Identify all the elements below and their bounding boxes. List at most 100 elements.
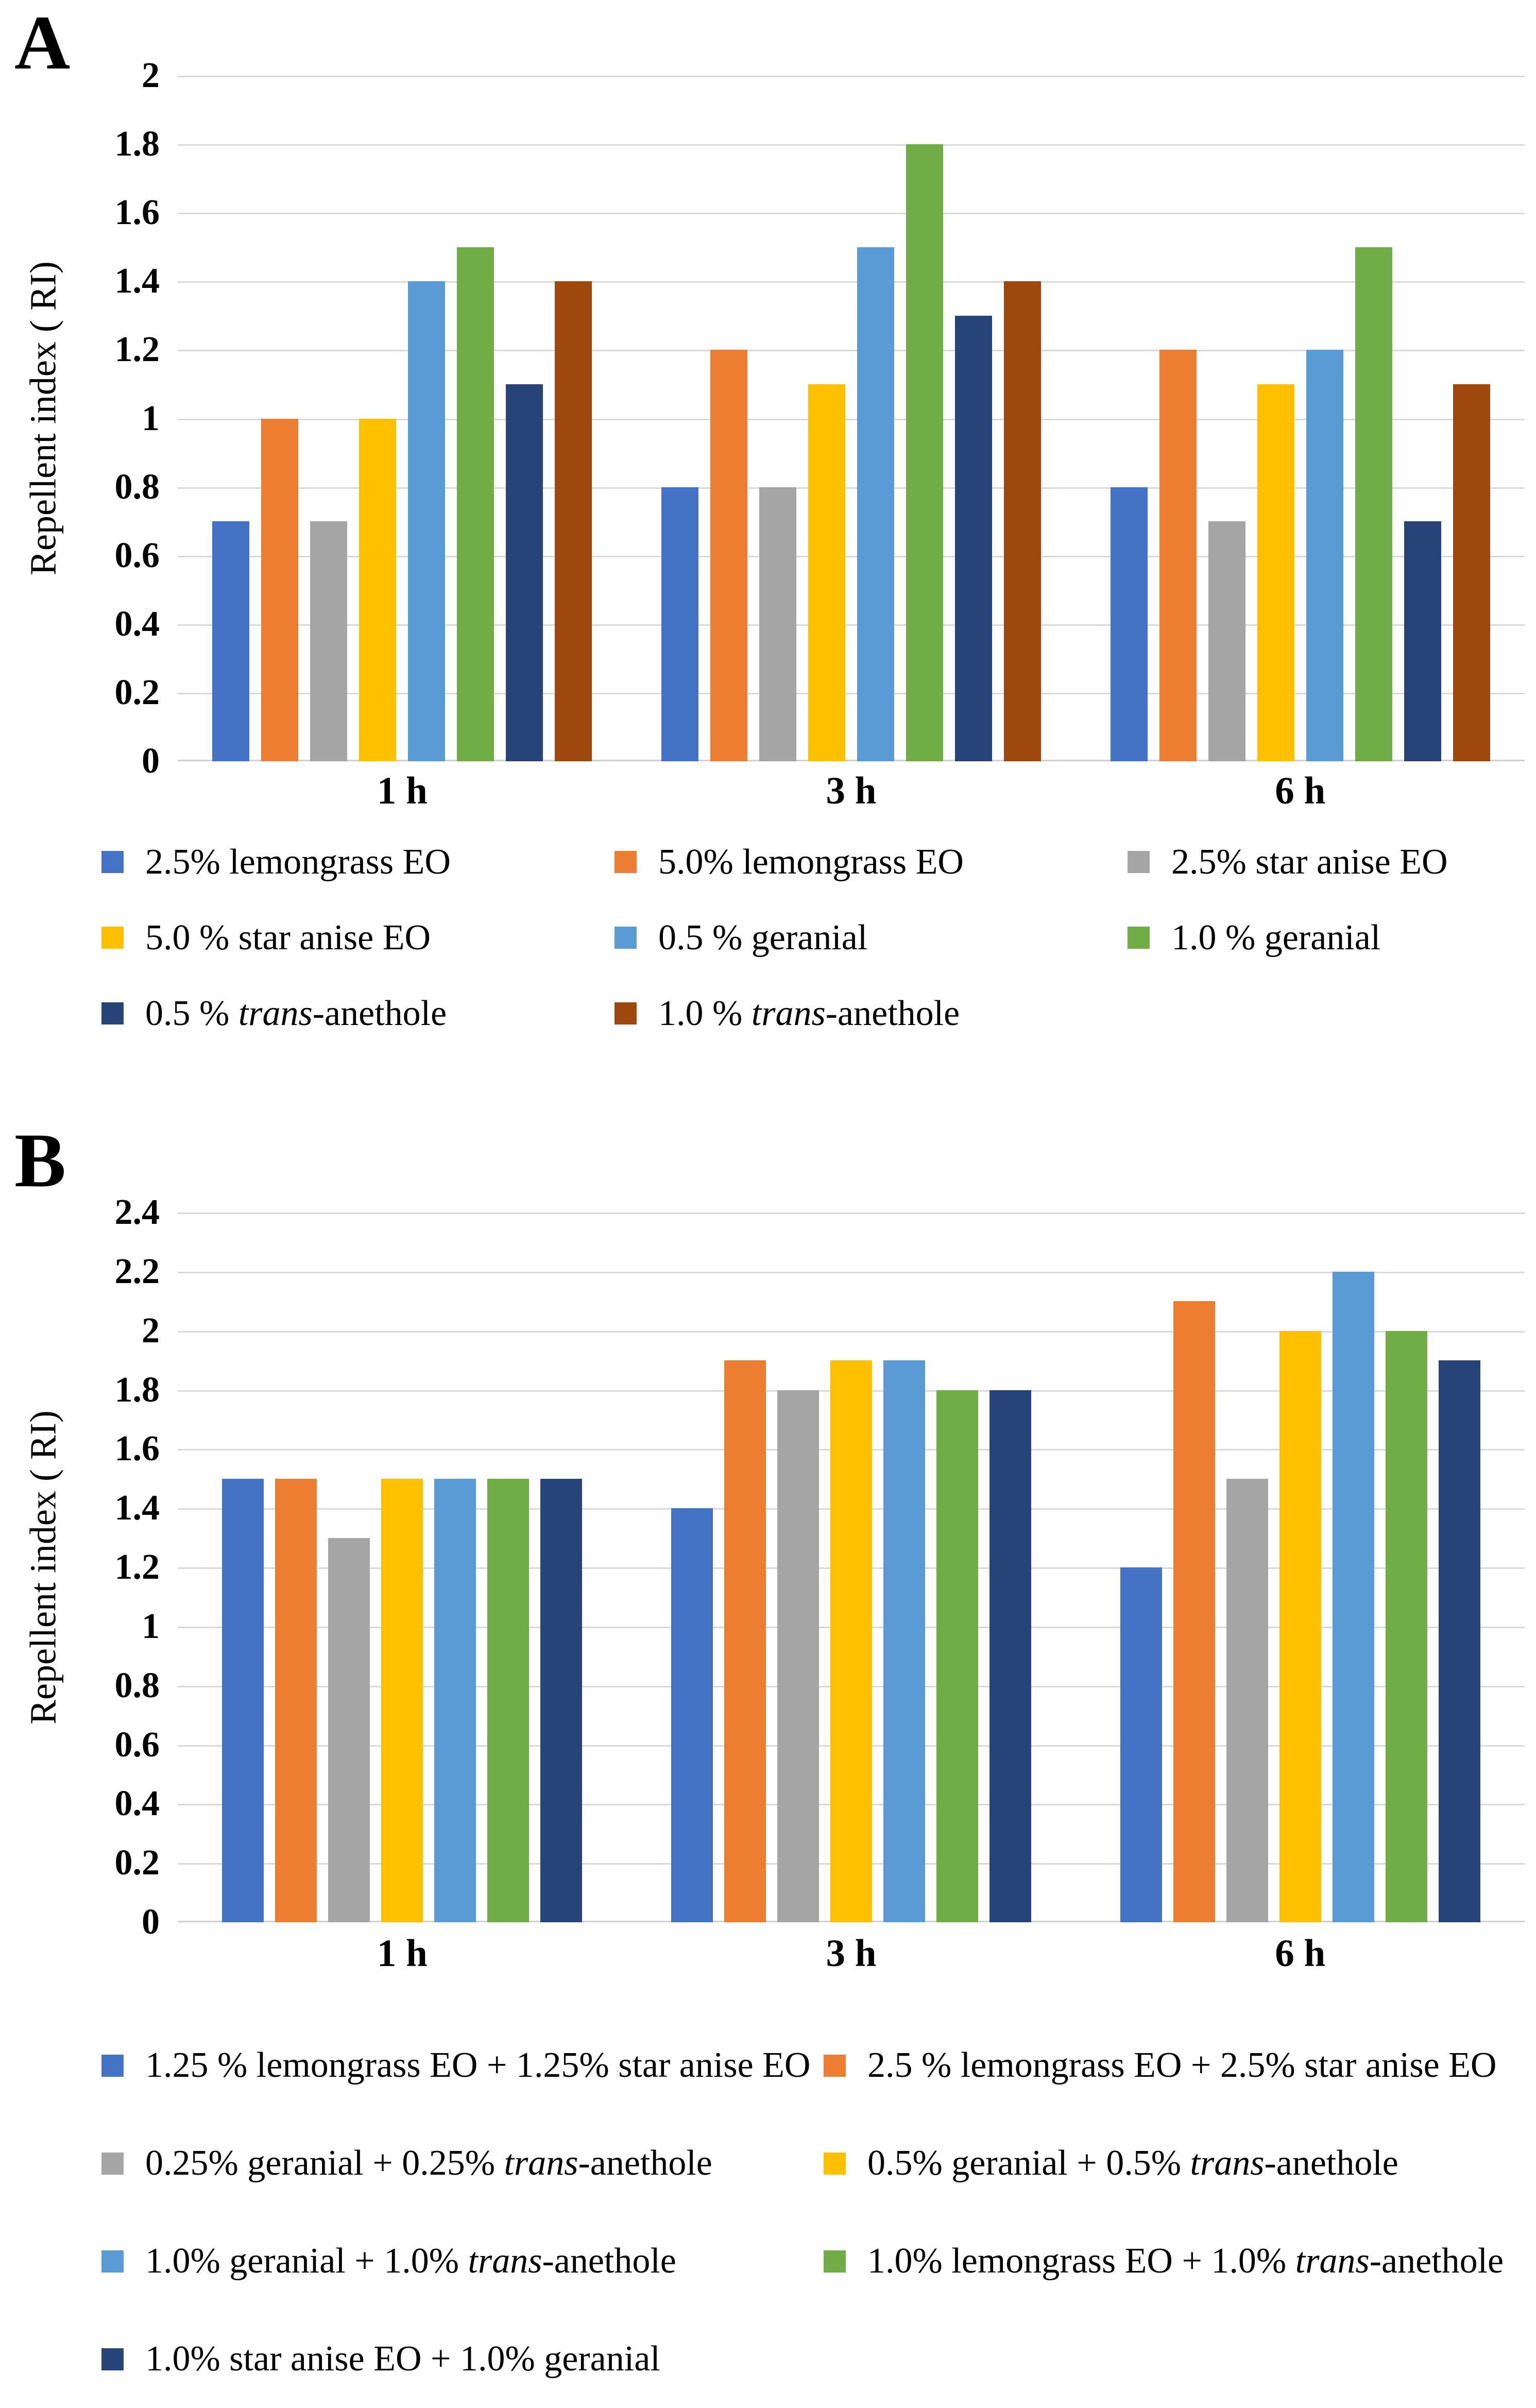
bar (936, 1390, 978, 1922)
legend: 1.25 % lemongrass EO + 1.25% star anise … (101, 2017, 1504, 2408)
legend-label: 2.5 % lemongrass EO + 2.5% star anise EO (867, 2047, 1496, 2083)
legend-color-swatch-icon (101, 2054, 124, 2077)
y-tick-label: 0.2 (114, 1843, 160, 1883)
bar-group-1h (178, 76, 627, 761)
legend-color-swatch-icon (101, 2250, 124, 2273)
legend-label: 5.0% lemongrass EO (658, 844, 964, 880)
legend-label-segment: 5.0 % star anise EO (145, 917, 431, 958)
bar (808, 384, 845, 761)
legend-color-swatch-icon (615, 927, 637, 949)
legend-label: 0.5% geranial + 0.5% trans-anethole (867, 2145, 1398, 2181)
y-axis-ticks: 2 1.8 1.6 1.4 1.2 1 0.8 0.6 0.4 0.2 0 (0, 58, 160, 779)
y-tick-label: 1.8 (114, 124, 160, 164)
legend-label: 1.0 % trans-anethole (658, 993, 960, 1033)
legend-label-segment: 0.5 % (145, 993, 238, 1033)
legend-label: 1.0% star anise EO + 1.0% geranial (145, 2341, 660, 2377)
bar (661, 487, 698, 761)
legend-item: 1.0% lemongrass EO + 1.0% trans-anethole (824, 2212, 1504, 2310)
y-tick-label: 0.4 (114, 1784, 160, 1824)
y-tick-label: 1.6 (114, 193, 160, 233)
panel-b-label: B (14, 1118, 66, 1203)
gridline (178, 350, 1525, 352)
legend-label-segment: 0.25% geranial + 0.25% (145, 2143, 504, 2183)
legend-label: 2.5% star anise EO (1171, 844, 1448, 880)
bar (1306, 350, 1343, 761)
y-tick-label: 1.8 (114, 1370, 160, 1410)
legend-color-swatch-icon (1128, 927, 1150, 949)
y-tick-label: 0.6 (114, 1724, 160, 1765)
y-tick-label: 2 (142, 1310, 160, 1351)
bar (1257, 384, 1294, 761)
legend-label-segment: 5.0% lemongrass EO (658, 842, 964, 882)
legend-item: 5.0 % star anise EO (101, 900, 615, 976)
gridline (178, 487, 1525, 489)
x-tick-label: 1 h (377, 770, 428, 812)
gridline (178, 1330, 1525, 1333)
bar (487, 1478, 530, 1922)
bar-group-3h (627, 76, 1076, 761)
y-tick-label: 1.6 (114, 1429, 160, 1469)
bar (724, 1360, 766, 1922)
y-tick-label: 2 (142, 56, 160, 95)
legend-label-italic-segment: trans (468, 2241, 542, 2281)
x-tick-label: 3 h (826, 1932, 877, 1975)
legend-item: 1.0 % geranial (1128, 900, 1448, 976)
bar (457, 247, 494, 761)
legend-item: 0.25% geranial + 0.25% trans-anethole (101, 2114, 824, 2212)
x-tick-label: 3 h (826, 770, 877, 812)
legend-color-swatch-icon (824, 2250, 846, 2273)
y-tick-label: 1 (142, 1606, 160, 1646)
legend-label-segment: 2.5% lemongrass EO (145, 842, 451, 882)
legend-item: 1.25 % lemongrass EO + 1.25% star anise … (101, 2017, 824, 2114)
legend-color-swatch-icon (824, 2054, 846, 2077)
legend-label-segment: 1.0 % (658, 993, 752, 1033)
legend-color-swatch-icon (615, 851, 637, 873)
panel-a-label: A (14, 0, 71, 86)
gridline (178, 281, 1525, 283)
gridline (178, 624, 1525, 626)
legend-label-segment: 1.0% geranial + 1.0% (145, 2241, 468, 2281)
legend-label-segment: 1.0% star anise EO + 1.0% geranial (145, 2339, 660, 2379)
legend-label-italic-segment: trans (751, 993, 826, 1033)
bar (261, 418, 299, 761)
bar-clusters (178, 76, 1525, 761)
bar (1173, 1301, 1215, 1922)
y-axis-ticks: 2.4 2.2 2 1.8 1.6 1.4 1.2 1 0.8 0.6 0.4 0.2 0 (0, 1194, 160, 1940)
x-axis-line (178, 760, 1525, 761)
y-tick-label: 0.2 (114, 672, 160, 712)
bar-group-3h (627, 1212, 1076, 1922)
legend-label-segment: -anethole (1264, 2143, 1398, 2183)
gridline (178, 1212, 1525, 1214)
y-tick-label: 0.8 (114, 1665, 160, 1705)
legend-item: 5.0% lemongrass EO (615, 824, 1128, 900)
bar (671, 1508, 713, 1922)
bar (310, 521, 348, 761)
y-tick-label: 0 (142, 741, 160, 781)
legend-label-segment: 1.0 % geranial (1171, 917, 1381, 958)
bar (1385, 1330, 1427, 1922)
y-tick-label: 2.4 (114, 1192, 160, 1232)
plot-area (178, 1212, 1525, 1922)
y-tick-label: 1.2 (114, 330, 160, 370)
legend-item: 0.5% geranial + 0.5% trans-anethole (824, 2114, 1504, 2212)
legend-item: 1.0% star anise EO + 1.0% geranial (101, 2310, 824, 2408)
legend-label: 1.0% geranial + 1.0% trans-anethole (145, 2243, 676, 2279)
legend-label-segment: -anethole (1369, 2241, 1504, 2281)
legend-label-segment: 2.5 % lemongrass EO + 2.5% star anise EO (867, 2045, 1497, 2085)
y-tick-label: 0.8 (114, 467, 160, 507)
legend-label: 1.0 % geranial (1171, 917, 1381, 958)
legend-label-italic-segment: trans (238, 993, 313, 1033)
legend-label: 0.5 % geranial (658, 919, 867, 956)
x-tick-label: 6 h (1275, 1932, 1326, 1975)
bar (506, 384, 543, 761)
bar (381, 1478, 423, 1922)
gridline (178, 213, 1525, 215)
bar (359, 418, 397, 761)
legend-color-swatch-icon (824, 2152, 846, 2175)
bar (710, 350, 747, 761)
legend-color-swatch-icon (101, 2152, 124, 2175)
bar (555, 281, 592, 761)
bar (830, 1360, 872, 1922)
y-tick-label: 1.4 (114, 1488, 160, 1528)
